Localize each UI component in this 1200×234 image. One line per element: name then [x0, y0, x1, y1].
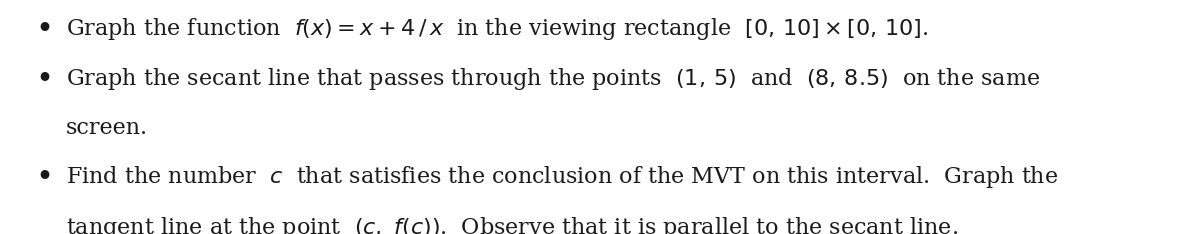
Text: Find the number  $c$  that satisfies the conclusion of the MVT on this interval.: Find the number $c$ that satisfies the c…: [66, 164, 1058, 190]
Text: •: •: [36, 16, 52, 40]
Text: •: •: [36, 164, 52, 188]
Text: screen.: screen.: [66, 117, 148, 139]
Text: Graph the function  $f(x)= x+4\,/\,x$  in the viewing rectangle  $[0,\,10]\times: Graph the function $f(x)= x+4\,/\,x$ in …: [66, 16, 929, 42]
Text: tangent line at the point  $(c,\ f(c))$.  Observe that it is parallel to the sec: tangent line at the point $(c,\ f(c))$. …: [66, 215, 958, 234]
Text: Graph the secant line that passes through the points  $(1,\,5)$  and  $(8,\,8.5): Graph the secant line that passes throug…: [66, 66, 1040, 91]
Text: •: •: [36, 66, 52, 90]
